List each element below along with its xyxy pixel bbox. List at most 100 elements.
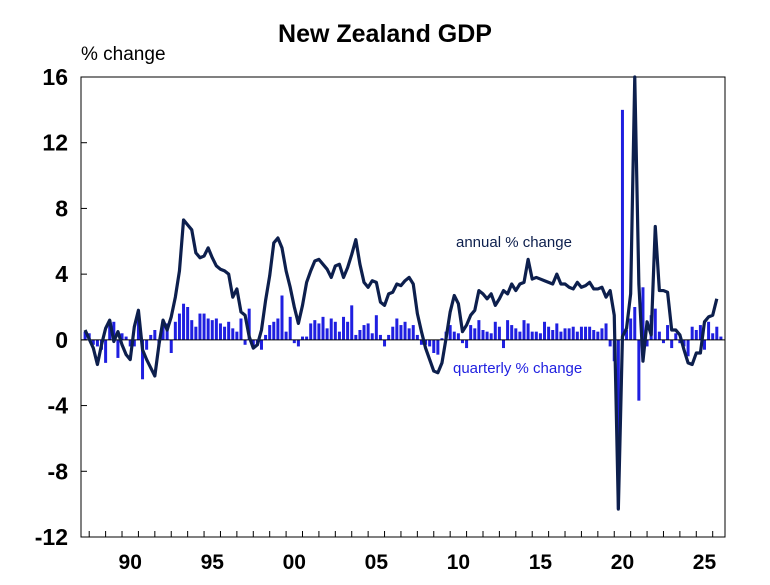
quarterly-bar [383,339,387,347]
quarterly-bar [715,326,719,340]
quarterly-bar [477,320,481,340]
quarterly-bar [428,339,432,347]
quarterly-bar [702,339,706,350]
quarterly-bar [563,328,567,340]
quarterly-bar [530,331,534,340]
quarterly-bar [629,318,633,340]
quarterly-bar [666,325,670,340]
quarterly-bar [387,334,391,340]
quarterly-bar [538,333,542,340]
quarterly-bar [641,287,645,340]
quarterly-bar [661,339,665,344]
quarterly-bar [395,318,399,340]
quarterly-bar [436,339,440,355]
quarterly-bar [620,109,624,340]
quarterly-bar [608,339,612,347]
quarterly-bar [272,321,276,340]
quarterly-bar [534,331,538,340]
quarterly-bar [165,323,169,340]
quarterly-bar [358,330,362,340]
x-tick-label: 95 [201,551,225,574]
x-tick-label: 90 [119,551,142,574]
quarterly-bar [333,321,337,340]
y-axis-unit-label: % change [81,44,166,65]
quarterly-bar [674,333,678,340]
quarterly-bar [161,325,165,340]
quarterly-bar [465,339,469,349]
quarterly-bar [280,295,284,340]
quarterly-bar [223,326,227,340]
quarterly-bar [169,339,173,353]
quarterly-bar [399,325,403,340]
y-tick-label: 16 [42,64,68,90]
quarterly-bar [690,326,694,340]
quarterly-bar [284,331,288,340]
quarterly-bar [91,339,95,345]
quarterly-bar [411,325,415,340]
quarterly-bar [526,323,530,340]
quarterly-bar [243,339,247,345]
quarterly-bar [124,336,128,340]
quarterly-bar [637,339,641,401]
quarterly-bar [686,339,690,357]
quarterly-bar [370,333,374,340]
x-tick-label: 15 [529,551,553,574]
quarterly-bar [600,328,604,340]
quarterly-bar [616,339,620,510]
annotation-quarterly-change: quarterly % change [453,360,582,377]
quarterly-bar [596,331,600,340]
quarterly-bar [145,339,149,350]
quarterly-bar [116,339,120,358]
quarterly-bar [112,321,116,340]
y-tick-label: 12 [42,130,68,156]
quarterly-bar [247,308,251,340]
quarterly-bar [657,331,661,340]
quarterly-bar [288,316,292,340]
quarterly-bar [218,323,222,340]
quarterly-bar [309,323,313,340]
quarterly-bar [694,330,698,340]
quarterly-bar [506,320,510,340]
quarterly-bar [555,323,559,340]
quarterly-bar [374,315,378,340]
quarterly-bar [305,336,309,340]
quarterly-bar [473,328,477,340]
quarterly-bar [575,331,579,340]
quarterly-bar [149,334,153,340]
quarterly-bar [214,318,218,340]
quarterly-bar [510,325,514,340]
x-tick-label: 20 [611,551,634,574]
quarterly-bar [682,339,686,347]
quarterly-bar [419,339,423,345]
quarterly-bar [346,321,350,340]
quarterly-bar [366,323,370,340]
y-axis: 16 12 8 4 0 -4 -8 -12 [35,64,87,550]
quarterly-bar [198,313,202,340]
quarterly-bar [173,321,177,340]
quarterly-bar [493,321,497,340]
quarterly-bar [325,328,329,340]
quarterly-bar [698,325,702,340]
quarterly-bar [120,333,124,340]
quarterly-bar [83,331,87,340]
quarterly-bar [136,311,140,340]
quarterly-bar [633,307,637,340]
quarterly-bar [571,326,575,340]
quarterly-bar [604,323,608,340]
quarterly-bar [592,330,596,340]
quarterly-bar [354,334,358,340]
quarterly-bar [551,330,555,340]
quarterly-bar [391,326,395,340]
quarterly-bar [95,339,99,347]
quarterly-bar [485,331,489,340]
plot-frame [80,76,726,538]
quarterly-bar [522,320,526,340]
quarterly-bar [227,321,231,340]
quarterly-bar [108,320,112,340]
quarterly-bar [543,321,547,340]
quarterly-bar [337,331,341,340]
quarterly-bar [719,336,723,340]
quarterly-bar [645,339,649,347]
x-tick-label: 05 [365,551,389,574]
quarterly-bar [588,326,592,340]
